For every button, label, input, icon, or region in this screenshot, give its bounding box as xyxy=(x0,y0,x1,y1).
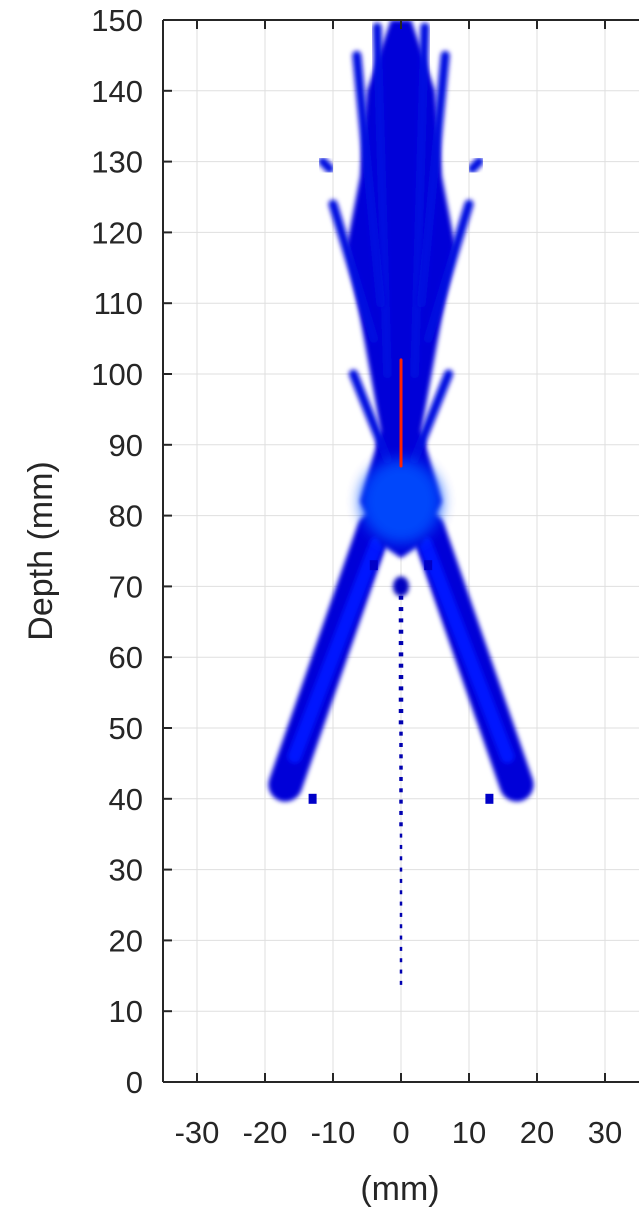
y-tick-label: 80 xyxy=(109,499,143,534)
near-field-dot xyxy=(399,924,403,929)
satellite-mark xyxy=(369,560,378,571)
y-tick-label: 60 xyxy=(109,640,143,675)
y-tick-label: 120 xyxy=(91,215,143,250)
x-tick-label: 10 xyxy=(452,1115,486,1150)
y-tick-labels: 0 10 20 30 40 50 60 70 80 90 100 110 120 130 140 150 xyxy=(91,3,143,1100)
y-tick-label: 90 xyxy=(109,428,143,463)
near-field-dot xyxy=(399,742,403,747)
x-tick-label: 30 xyxy=(588,1115,622,1150)
near-field-dot xyxy=(398,629,404,634)
near-field-dot xyxy=(398,652,404,657)
satellite-mark xyxy=(308,793,317,804)
near-field-dot xyxy=(399,890,403,895)
x-tick-label: -20 xyxy=(243,1115,288,1150)
near-field-dot xyxy=(399,765,403,770)
near-field-dot xyxy=(399,901,403,906)
x-tick-label: 0 xyxy=(392,1115,409,1150)
side-lobe-core xyxy=(287,536,384,764)
lobe-streak xyxy=(352,50,386,308)
near-field-dot xyxy=(399,833,403,838)
near-field-dot xyxy=(399,731,403,736)
x-axis-label: (mm) xyxy=(360,1170,439,1208)
near-field-dot xyxy=(399,946,403,951)
lobe-streak xyxy=(318,157,335,174)
near-field-dot xyxy=(399,788,403,793)
near-field-dot xyxy=(399,810,403,815)
y-tick-label: 0 xyxy=(126,1065,143,1100)
satellite-mark xyxy=(485,793,494,804)
lobe-streak xyxy=(467,157,484,174)
lobe-streak xyxy=(372,22,392,379)
y-tick-label: 70 xyxy=(109,569,143,604)
lobe-streak xyxy=(410,369,454,464)
near-field-dot xyxy=(399,754,403,759)
near-field-dot xyxy=(398,641,404,646)
near-field-blob xyxy=(393,576,409,597)
axes xyxy=(162,19,639,1083)
near-field-dot xyxy=(399,799,403,804)
y-tick-label: 150 xyxy=(91,3,143,38)
side-lobe-core xyxy=(418,536,515,764)
y-tick-label: 30 xyxy=(109,853,143,888)
lobe-streak xyxy=(328,199,379,344)
beam-field xyxy=(268,20,534,985)
y-tick-label: 140 xyxy=(91,74,143,109)
near-field-dot xyxy=(398,663,404,668)
near-field-dot xyxy=(398,618,404,623)
lobe-streak xyxy=(423,199,474,344)
near-field-dot xyxy=(399,856,403,861)
near-field-dot xyxy=(399,912,403,917)
near-field-dot xyxy=(399,980,403,985)
near-field-dot xyxy=(399,776,403,781)
y-tick-label: 40 xyxy=(109,782,143,817)
y-tick-label: 10 xyxy=(109,994,143,1029)
near-field-dot xyxy=(398,709,404,714)
y-tick-label: 100 xyxy=(91,357,143,392)
near-field-dot xyxy=(398,607,404,612)
near-field-dot xyxy=(398,686,404,691)
near-field-dot xyxy=(399,867,403,872)
near-field-dot xyxy=(399,878,403,883)
lobe-streak xyxy=(410,22,430,379)
near-field-dot xyxy=(399,958,403,963)
lobe-streak xyxy=(348,369,392,464)
near-field-dot xyxy=(399,844,403,849)
satellite-mark xyxy=(424,560,433,571)
x-tick-label: -10 xyxy=(311,1115,356,1150)
y-axis-label: Depth (mm) xyxy=(22,461,60,640)
x-tick-label: 20 xyxy=(520,1115,554,1150)
y-tick-label: 20 xyxy=(109,923,143,958)
near-field-dot xyxy=(398,720,404,725)
x-tick-label: -30 xyxy=(175,1115,220,1150)
y-tick-label: 130 xyxy=(91,145,143,180)
y-tick-label: 50 xyxy=(109,711,143,746)
near-field-dot xyxy=(399,822,403,827)
near-field-dot xyxy=(398,675,404,680)
near-field-dot xyxy=(399,969,403,974)
near-field-dot xyxy=(399,935,403,940)
y-tick-label: 110 xyxy=(94,286,143,321)
near-field-dot xyxy=(398,595,404,600)
near-field-dot xyxy=(398,697,404,702)
lobe-streak xyxy=(416,50,450,308)
x-tick-labels: -30 -20 -10 0 10 20 30 xyxy=(175,1115,623,1150)
